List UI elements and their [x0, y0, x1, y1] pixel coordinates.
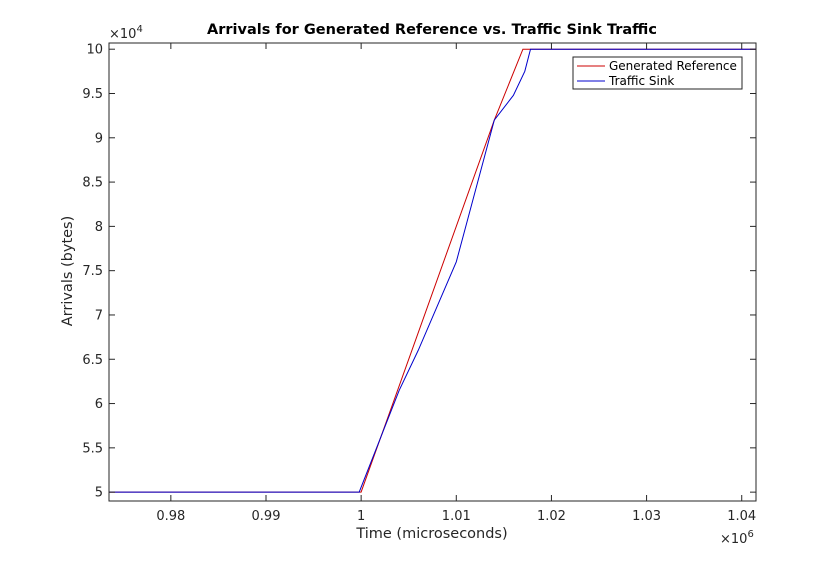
x-exponent-label: ×106 — [720, 529, 754, 547]
x-tick-label: 1.02 — [537, 509, 566, 524]
y-tick-label: 9 — [95, 131, 103, 146]
y-axis-label: Arrivals (bytes) — [60, 216, 76, 327]
y-tick-label: 7.5 — [82, 264, 103, 279]
svg-text:×106: ×106 — [720, 529, 754, 547]
series-layer — [109, 48, 756, 493]
legend-label: Generated Reference — [609, 59, 737, 73]
svg-text:×104: ×104 — [109, 24, 143, 42]
x-exponent: 6 — [747, 529, 753, 540]
x-tick-label: 1.01 — [442, 509, 471, 524]
y-exponent-label: ×104 — [109, 24, 143, 42]
x-axis-label: Time (microseconds) — [355, 526, 507, 542]
chart-title: Arrivals for Generated Reference vs. Tra… — [207, 22, 657, 38]
y-tick-label: 5.5 — [82, 441, 103, 456]
y-tick-label: 10 — [86, 43, 103, 58]
y-tick-label: 5 — [95, 486, 103, 501]
axes — [108, 42, 757, 502]
x-tick-label: 1.03 — [632, 509, 661, 524]
series-line-traffic-sink — [109, 48, 756, 493]
x-tick-label: 0.98 — [156, 509, 185, 524]
y-exponent: 4 — [136, 24, 142, 35]
legend-label: Traffic Sink — [608, 74, 674, 88]
x-tick-label: 0.99 — [252, 509, 281, 524]
y-tick-label: 7 — [95, 308, 103, 323]
y-tick-label: 8.5 — [82, 176, 103, 191]
ticks: 0.98 0.99 1 1.01 1.02 1.03 1.04 5 5.5 6 6.5 7 7.5 8 8.… — [82, 43, 756, 524]
x-tick-label: 1.04 — [727, 509, 756, 524]
x-tick-label: 1 — [357, 509, 365, 524]
y-tick-label: 9.5 — [82, 87, 103, 102]
y-tick-label: 8 — [95, 220, 103, 235]
plot-area — [109, 43, 756, 501]
y-tick-label: 6 — [95, 397, 103, 412]
y-tick-label: 6.5 — [82, 353, 103, 368]
legend-box — [572, 56, 743, 90]
axes-box — [108, 42, 757, 502]
